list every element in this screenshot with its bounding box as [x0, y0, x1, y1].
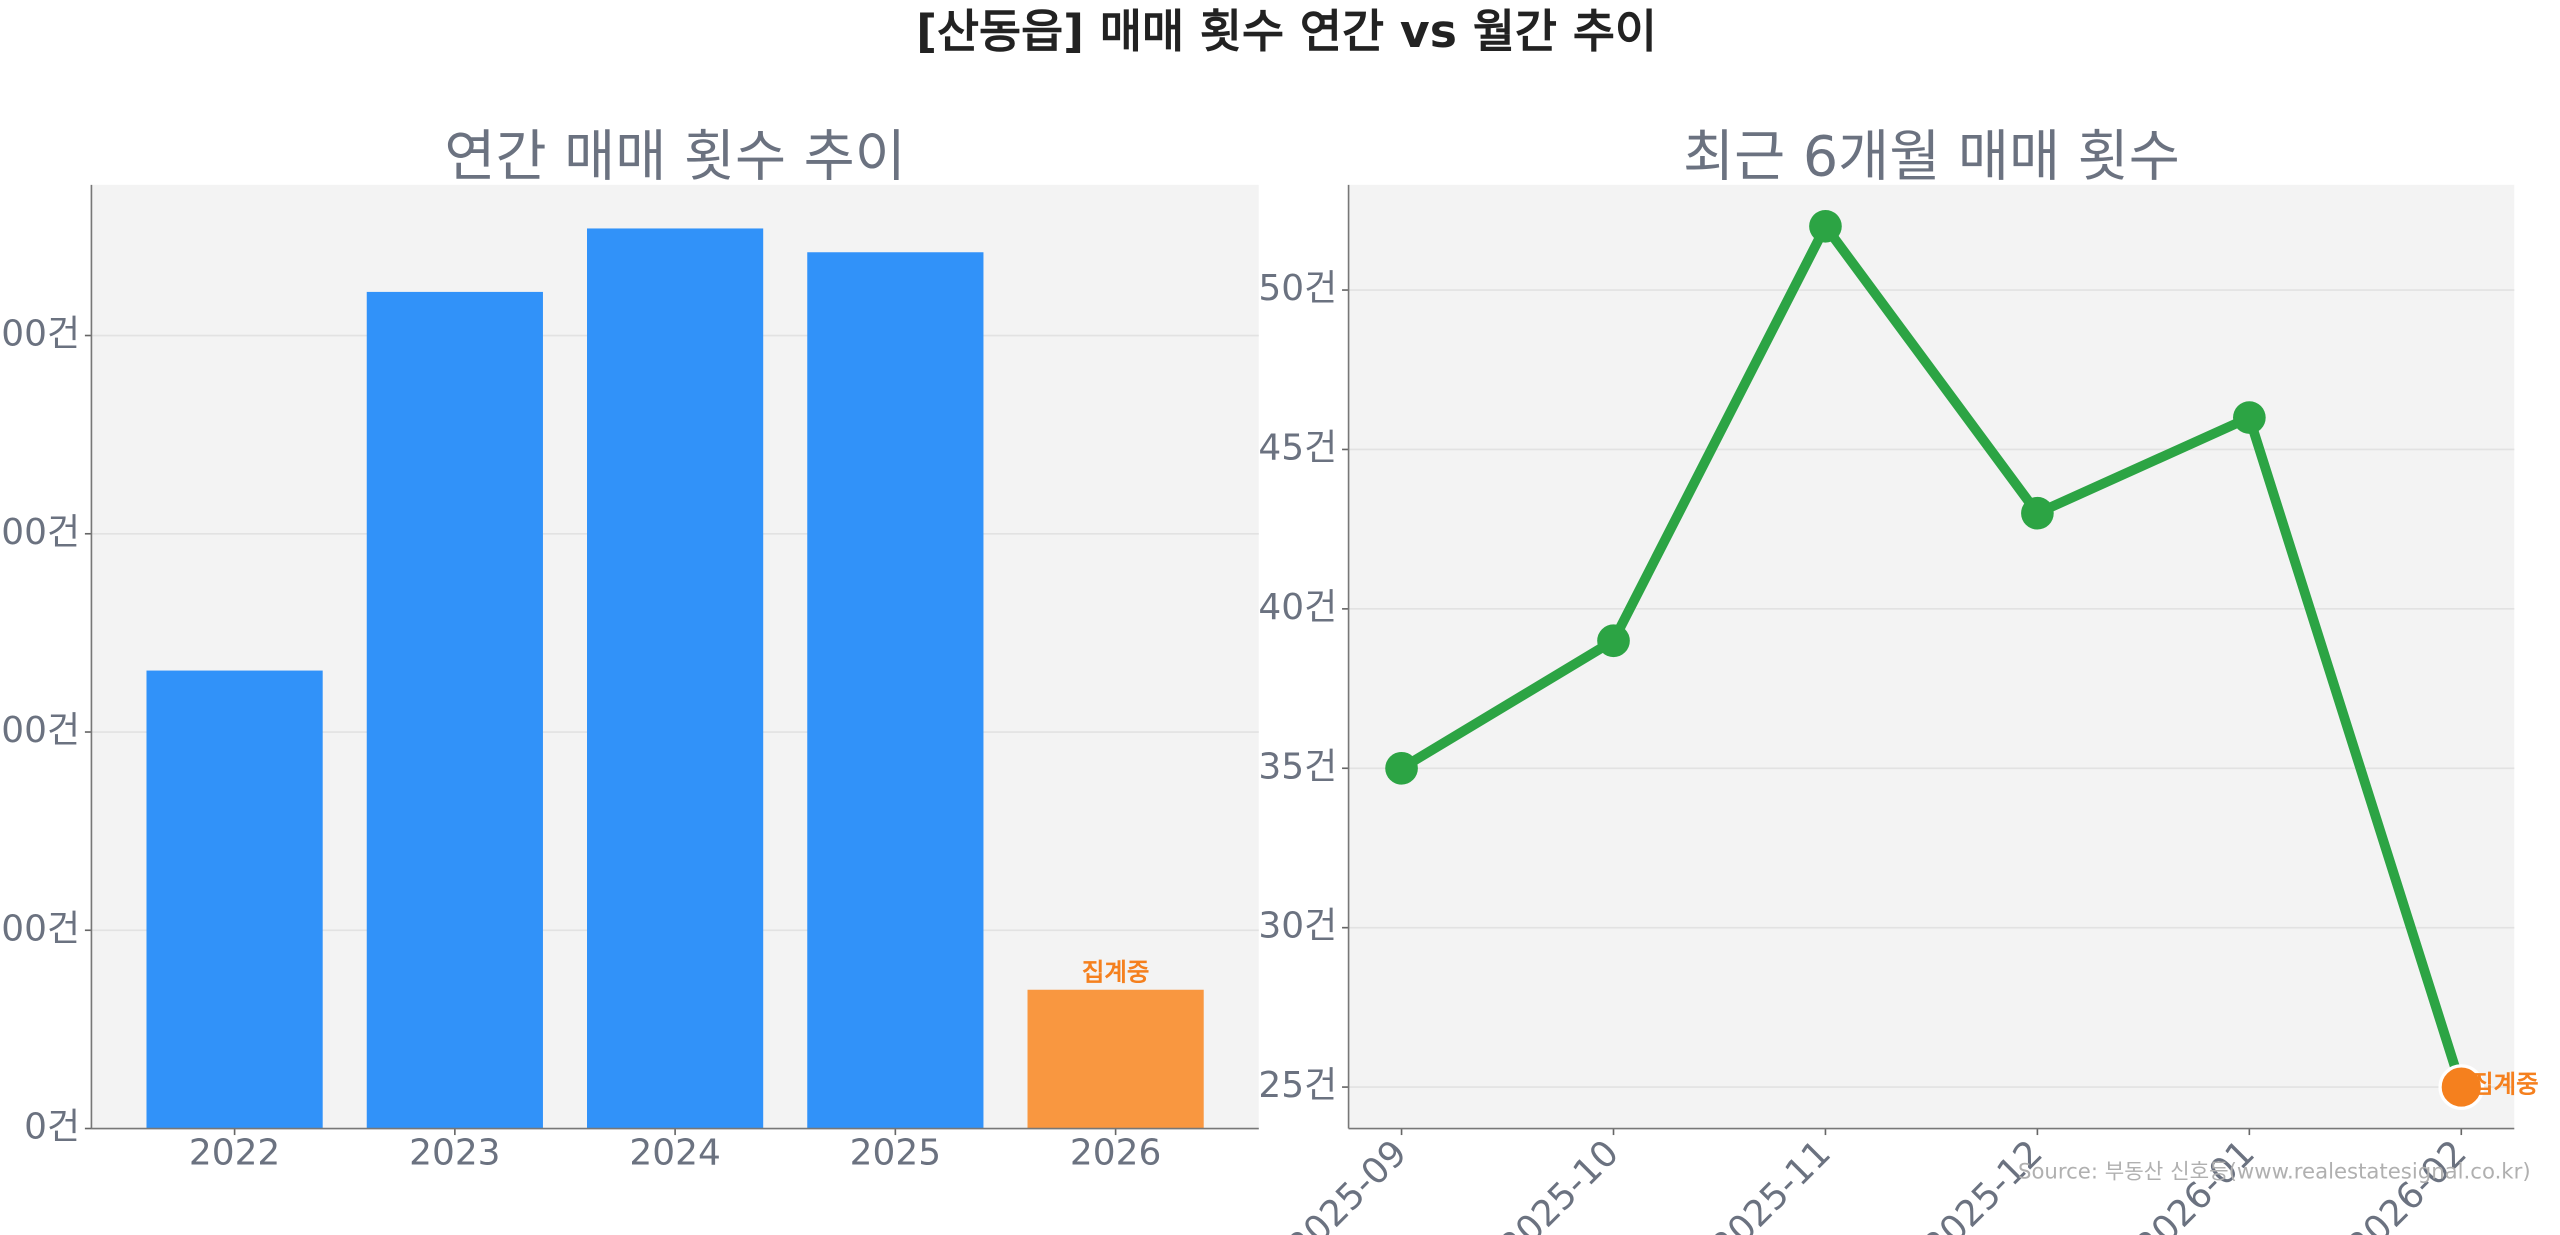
- y-tick-label: 200건: [0, 710, 80, 751]
- chart-title: 연간 매매 횟수 추이: [444, 124, 905, 189]
- x-tick-label: 2026: [1070, 1133, 1161, 1174]
- line: [1399, 221, 2466, 1089]
- y-tick-label: 50건: [1258, 268, 1337, 309]
- x-tick-label: 2025-09: [1280, 1133, 1415, 1235]
- bar: [807, 252, 984, 1129]
- chart-title: 최근 6개월 매매 횟수: [1683, 124, 2180, 189]
- point: [1385, 751, 1418, 785]
- y-tick-label: 0건: [24, 1107, 80, 1148]
- y-tick-label: 300건: [0, 512, 80, 553]
- y-tick-label: 40건: [1258, 587, 1337, 628]
- annotation: 집계중: [2471, 1069, 2539, 1098]
- point: [1597, 624, 1630, 658]
- figure-title: [산동읍] 매매 횟수 연간 vs 월간 추이: [916, 5, 1657, 58]
- bar: [587, 228, 764, 1129]
- annotation: 집계중: [1082, 957, 1150, 986]
- point: [2438, 1064, 2485, 1110]
- x-tick-label: 2025: [850, 1133, 941, 1174]
- y-tick-label: 25건: [1258, 1065, 1337, 1106]
- source-note: Source: 부동산 신호등(www.realestatesignal.co.…: [2018, 1160, 2531, 1185]
- y-tick-label: 100건: [0, 908, 80, 949]
- y-tick-label: 400건: [0, 314, 80, 355]
- x-tick-label: 2024: [629, 1133, 720, 1174]
- plot-area: [1348, 184, 2515, 1129]
- bar: [366, 291, 543, 1129]
- point: [2233, 401, 2266, 434]
- x-tick-label: 2025-10: [1492, 1133, 1627, 1235]
- x-tick-label: 2025-11: [1704, 1133, 1839, 1235]
- point: [1809, 209, 1842, 243]
- point: [2021, 496, 2054, 530]
- y-tick-label: 35건: [1258, 746, 1337, 787]
- x-tick-label: 2023: [409, 1133, 500, 1174]
- x-tick-label: 2022: [189, 1133, 280, 1174]
- bar: [146, 670, 323, 1129]
- y-tick-label: 45건: [1258, 427, 1337, 468]
- y-tick-label: 30건: [1258, 906, 1337, 947]
- bar: [1027, 989, 1204, 1129]
